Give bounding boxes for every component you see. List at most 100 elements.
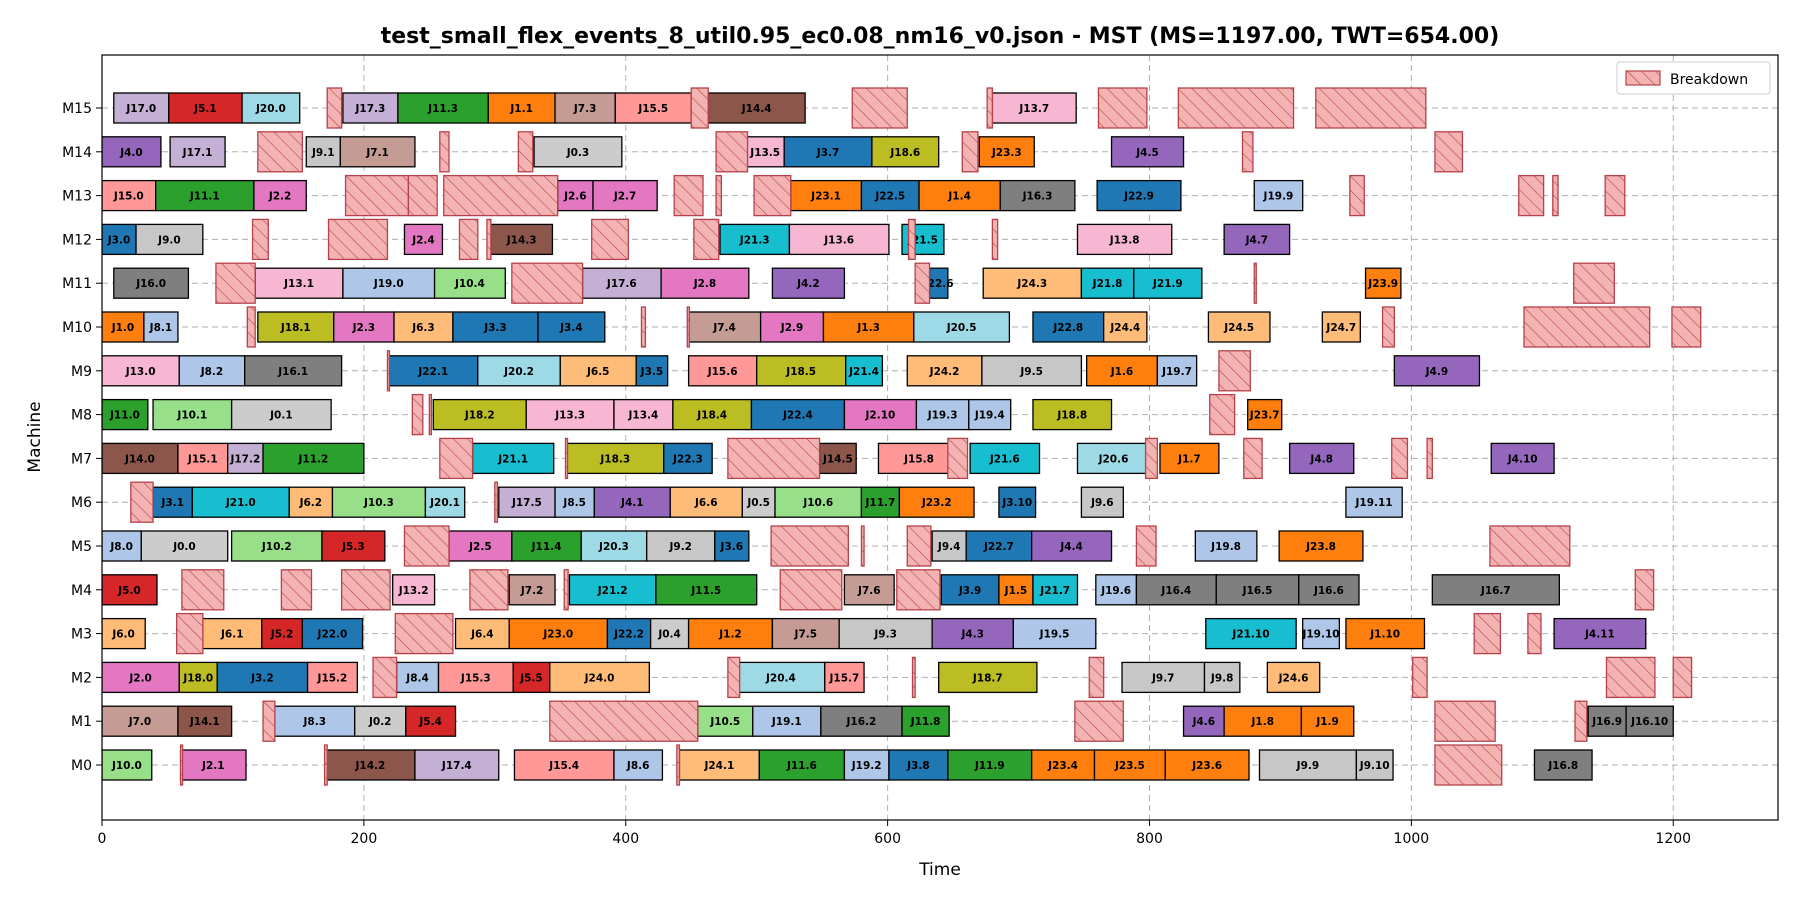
operation-label: J2.5 — [468, 541, 492, 553]
breakdown-bar — [215, 262, 256, 304]
operation-label: J11.1 — [189, 191, 220, 203]
operation-label: J1.0 — [111, 322, 135, 334]
legend-breakdown-swatch — [1625, 70, 1661, 86]
operation-label: J22.9 — [1123, 191, 1154, 203]
operation-label: J3.3 — [483, 322, 507, 334]
operation-bar — [392, 574, 436, 606]
breakdown-bar — [911, 656, 916, 699]
operation-label: J8.6 — [626, 760, 650, 772]
breakdown-bar — [1349, 174, 1365, 217]
operation-label: J6.0 — [111, 629, 135, 641]
operation-label: J15.6 — [707, 366, 738, 378]
operation-label: J19.11 — [1354, 497, 1392, 509]
breakdown-bar — [715, 131, 749, 173]
operation-label: J20.4 — [765, 672, 796, 684]
operations-layer: J10.0 J2.1 J14.2 J17.4 J15.4 J8.6 J24.1 J11.6 J1… — [102, 92, 1674, 781]
breakdown-bar — [686, 306, 690, 348]
operation-label: J17.4 — [441, 760, 472, 772]
operation-label: J2.4 — [411, 234, 435, 246]
operation-label: J22.8 — [1052, 322, 1083, 334]
y-tick-label: M13 — [62, 189, 92, 205]
operation-bar — [102, 661, 180, 694]
operation-label: J10.2 — [261, 541, 292, 553]
breakdown-bar — [851, 87, 908, 129]
y-tick-label: M11 — [62, 276, 92, 292]
operation-bar — [403, 223, 444, 256]
operation-label: J20.1 — [429, 497, 460, 509]
operation-label: J18.8 — [1056, 410, 1087, 422]
operation-label: J22.0 — [317, 629, 348, 641]
breakdown-bar — [469, 569, 509, 611]
operation-bar — [1156, 355, 1198, 387]
operation-label: J14.4 — [741, 103, 772, 115]
operation-label: J11.0 — [109, 410, 140, 422]
breakdown-bar — [1135, 525, 1157, 567]
operation-bar — [414, 749, 500, 781]
operation-label: J9.4 — [937, 541, 961, 553]
operation-label: J23.2 — [921, 497, 952, 509]
operation-bar — [790, 179, 863, 212]
breakdown-bar — [1552, 174, 1559, 217]
operation-label: J16.1 — [277, 366, 308, 378]
operation-bar — [918, 179, 1001, 212]
operation-label: J19.9 — [1263, 191, 1294, 203]
operation-bar — [901, 705, 950, 737]
operation-bar — [1278, 530, 1364, 562]
operation-bar — [554, 486, 595, 518]
operation-label: J9.0 — [157, 234, 181, 246]
operation-label: J4.6 — [1192, 716, 1216, 728]
operation-bar — [888, 749, 949, 781]
operation-label: J21.1 — [497, 453, 528, 465]
operation-label: J9.10 — [1359, 760, 1390, 772]
x-tick-label: 400 — [612, 831, 639, 847]
operation-label: J2.3 — [352, 322, 376, 334]
breakdown-bar — [1144, 437, 1159, 480]
operation-label: J19.3 — [927, 410, 958, 422]
legend: Breakdown — [1616, 61, 1771, 95]
operation-label: J14.2 — [355, 760, 386, 772]
operation-bar — [155, 179, 255, 212]
operation-label: J13.2 — [398, 585, 429, 597]
operation-bar — [820, 705, 903, 737]
chart-title: test_small_flex_events_8_util0.95_ec0.08… — [381, 24, 1500, 49]
operation-bar — [262, 442, 365, 475]
operation-label: J16.4 — [1160, 585, 1191, 597]
breakdown-bar — [1527, 612, 1542, 655]
operation-bar — [1345, 486, 1403, 518]
operation-label: J5.4 — [418, 716, 442, 728]
operation-label: J13.8 — [1109, 234, 1140, 246]
operation-label: J8.2 — [200, 366, 224, 378]
operation-bar — [714, 530, 750, 562]
operation-bar — [1031, 530, 1113, 562]
operation-label: J0.4 — [657, 629, 681, 641]
operation-label: J6.1 — [220, 629, 244, 641]
operation-bar — [102, 355, 180, 387]
breakdown-bar — [690, 87, 709, 129]
breakdown-bar — [1473, 612, 1502, 655]
operation-label: J9.2 — [668, 541, 692, 553]
y-tick-label: M15 — [62, 101, 92, 117]
breakdown-bar — [896, 569, 941, 611]
operation-bar — [788, 223, 890, 256]
operation-bar — [1093, 749, 1166, 781]
operation-label: J1.8 — [1251, 716, 1275, 728]
operation-bar — [663, 442, 713, 475]
operation-bar — [490, 223, 554, 256]
operation-label: J4.3 — [960, 629, 984, 641]
operation-label: J17.0 — [125, 103, 156, 115]
operation-bar — [568, 574, 657, 606]
breakdown-bar — [280, 569, 313, 611]
operation-label: J1.10 — [1369, 629, 1400, 641]
breakdown-bar — [779, 569, 843, 611]
operation-bar — [1032, 398, 1113, 431]
breakdown-bar — [991, 218, 999, 261]
operation-label: J20.5 — [946, 322, 977, 334]
operation-bar — [537, 311, 606, 343]
operation-label: J13.0 — [125, 366, 156, 378]
breakdown-bar — [1381, 306, 1396, 348]
operation-bar — [592, 179, 658, 212]
operation-bar — [736, 661, 826, 694]
operation-label: J1.5 — [1004, 585, 1028, 597]
operation-label: J6.5 — [586, 366, 610, 378]
operation-bar — [999, 179, 1076, 212]
